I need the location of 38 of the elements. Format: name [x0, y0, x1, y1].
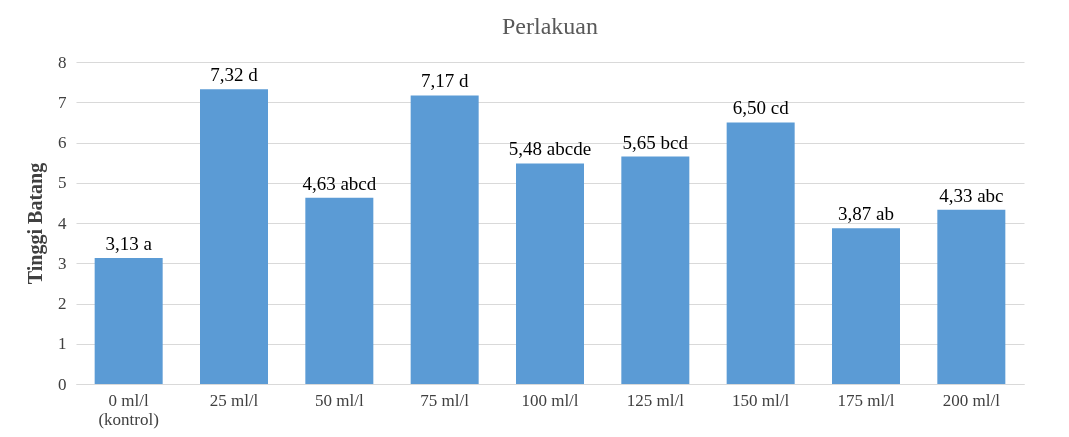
x-tick-label: 0 ml/l (kontrol) — [98, 390, 159, 429]
bar — [832, 228, 900, 384]
y-tick-label: 5 — [58, 173, 67, 193]
bar — [726, 122, 795, 384]
data-label: 3,87 ab — [838, 203, 894, 225]
data-label: 7,32 d — [210, 64, 259, 86]
x-tick-label: 100 ml/l — [521, 390, 579, 410]
bar — [516, 163, 584, 384]
y-tick-label: 8 — [58, 52, 67, 72]
data-label: 4,63 abcd — [302, 172, 377, 194]
y-axis-title: Tinggi Batang — [24, 162, 47, 285]
x-tick-label: 25 ml/l — [209, 390, 259, 410]
bar — [200, 89, 268, 384]
bar — [94, 258, 163, 384]
x-tick-label: 50 ml/l — [315, 390, 364, 410]
data-label: 6,50 cd — [732, 97, 790, 119]
y-tick-label: 1 — [58, 334, 67, 354]
y-tick-label: 4 — [58, 213, 67, 233]
data-label: 5,65 bcd — [622, 131, 689, 153]
chart-title: Perlakuan — [502, 13, 598, 39]
y-tick-label: 7 — [58, 92, 67, 112]
bar — [621, 156, 690, 384]
x-tick-label: 150 ml/l — [732, 390, 790, 410]
bar — [937, 209, 1006, 384]
y-tick-label: 3 — [58, 253, 67, 273]
data-label: 4,33 abc — [939, 184, 1004, 206]
x-tick-label: 75 ml/l — [420, 390, 470, 410]
data-label: 7,17 d — [420, 70, 469, 92]
bar — [410, 95, 479, 384]
y-tick-label: 2 — [58, 294, 67, 313]
x-tick-label: 125 ml/l — [626, 390, 685, 410]
x-tick-label: 175 ml/l — [837, 390, 895, 410]
data-label: 5,48 abcde — [508, 138, 592, 160]
bar — [305, 197, 374, 384]
y-tick-label: 6 — [58, 133, 67, 152]
x-tick-label: 200 ml/l — [942, 390, 1001, 410]
y-tick-label: 0 — [58, 374, 67, 394]
data-label: 3,13 a — [105, 233, 153, 255]
